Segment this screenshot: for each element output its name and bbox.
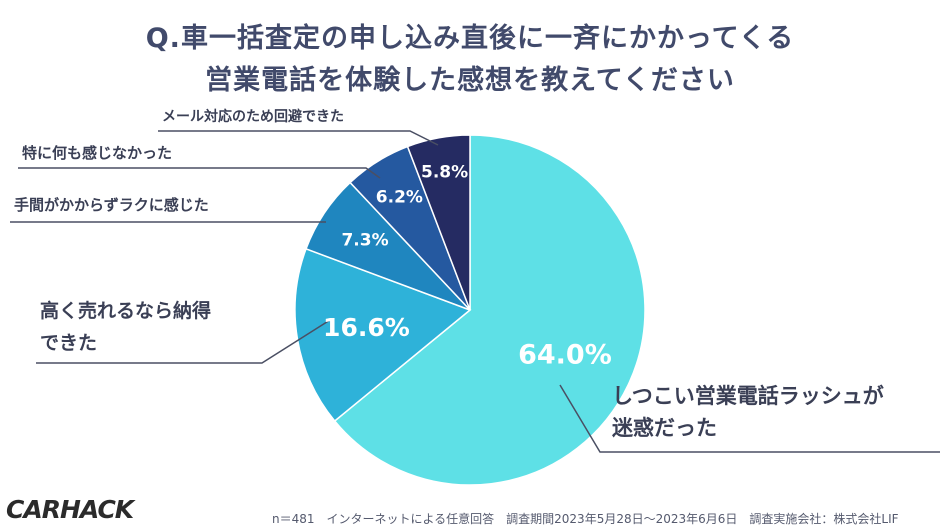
category-label-5: メール対応のため回避できた — [162, 108, 344, 125]
leader-line-5 — [158, 130, 439, 146]
leader-line-2 — [36, 319, 331, 364]
survey-footnote: n＝481 インターネットによる任意回答 調査期間2023年5月28日〜2023… — [272, 512, 899, 526]
pie-slices — [294, 134, 646, 486]
pie-slice-5 — [406, 134, 471, 311]
leader-lines — [10, 130, 940, 453]
chart-title-line-1: Q.車一括査定の申し込み直後に一斉にかかってくる — [145, 23, 795, 54]
leader-line-4 — [18, 167, 381, 179]
percent-label-1: 64.0% — [518, 339, 612, 370]
category-labels: しつこい営業電話ラッシュが迷惑だった 高く売れるなら納得できた 手間がかからずラクに… — [14, 108, 884, 440]
percent-labels: 64.0% 16.6% 7.3% 6.2% 5.8% — [323, 162, 612, 370]
leader-line-1 — [559, 384, 940, 453]
percent-label-2: 16.6% — [323, 313, 410, 342]
chart-title-line-2: 営業電話を体験した感想を教えてください — [205, 65, 735, 96]
category-label-1: しつこい営業電話ラッシュが迷惑だった — [611, 384, 884, 440]
percent-label-5: 5.8% — [421, 162, 468, 182]
percent-label-3: 7.3% — [341, 230, 388, 250]
carhack-logo: CARHACK — [6, 495, 134, 524]
pie-slice-2 — [294, 247, 472, 423]
category-label-3: 手間がかからずラクに感じた — [14, 196, 209, 214]
category-label-2: 高く売れるなら納得できた — [40, 299, 211, 354]
category-label-4: 特に何も感じなかった — [22, 144, 172, 162]
percent-label-4: 6.2% — [376, 187, 423, 207]
